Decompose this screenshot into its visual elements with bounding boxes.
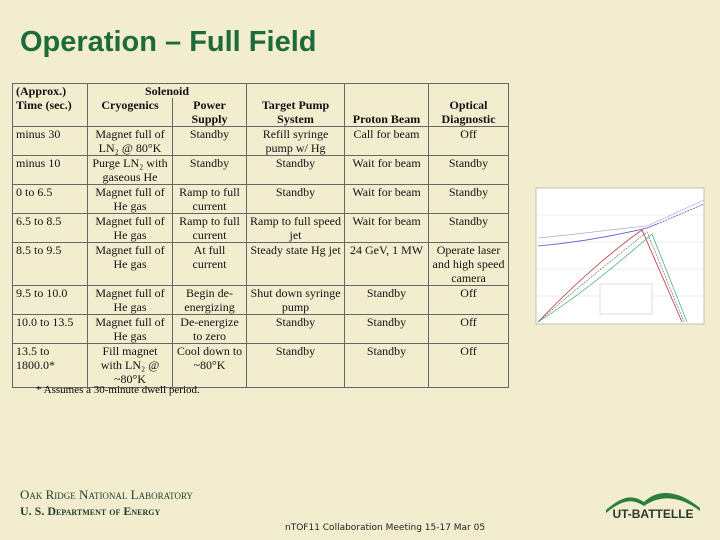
table-cell: Begin de-energizing [171, 285, 248, 315]
table-cell: 8.5 to 9.5 [12, 242, 88, 286]
column-header: Cryogenics [87, 98, 173, 127]
table-row: minus 10 Purge LN₂ with gaseous He Standby… [12, 155, 510, 185]
footnote: * Assumes a 30-minute dwell period. [36, 384, 200, 396]
table-cell: Standby [246, 155, 346, 185]
table-cell: Wait for beam [344, 184, 430, 214]
table-cell: Standby [171, 126, 248, 156]
table-cell: Refill syringe pump w/ Hg [246, 126, 346, 156]
table-cell: Standby [428, 213, 510, 243]
table-cell: Wait for beam [344, 155, 430, 185]
lab-name: Oak Ridge National Laboratory [20, 487, 193, 502]
chart-thumbnail [535, 187, 705, 325]
table-cell: Ramp to full current [171, 213, 248, 243]
table-cell: minus 10 [12, 155, 88, 185]
table-cell: 0 to 6.5 [12, 184, 88, 214]
table-cell: 9.5 to 10.0 [12, 285, 88, 315]
table-cell: Magnet full of LN₂ @ 80°K [87, 126, 173, 156]
table-cell: Standby [246, 343, 346, 388]
table-row: 13.5 to 1800.0* Fill magnet with LN₂ @ ~8… [12, 343, 510, 388]
table-cell: Off [428, 285, 510, 315]
table-cell: Magnet full of He gas [87, 285, 173, 315]
table-cell: Standby [344, 285, 430, 315]
schedule-table: (Approx.) Time (sec.) Solenoid Target Pu… [12, 83, 510, 388]
column-header: Target Pump System [246, 83, 346, 127]
header-row: (Approx.) Time (sec.) Solenoid Target Pu… [12, 83, 510, 127]
table-cell: Standby [171, 155, 248, 185]
table-cell: Standby [344, 343, 430, 388]
logo: UT-BATTELLE [606, 492, 700, 521]
table-cell: Call for beam [344, 126, 430, 156]
column-header: Power Supply [171, 98, 248, 127]
table-cell: 24 GeV, 1 MW [344, 242, 430, 286]
table-cell: Standby [246, 314, 346, 344]
table-row: 8.5 to 9.5 Magnet full of He gas At full c… [12, 242, 510, 286]
table-cell: Purge LN₂ with gaseous He [87, 155, 173, 185]
table-row: minus 30 Magnet full of LN₂ @ 80°K Standby… [12, 126, 510, 156]
slide-title: Operation – Full Field [20, 26, 317, 58]
table-cell: At full current [171, 242, 248, 286]
table-cell: Off [428, 126, 510, 156]
table-cell: Shut down syringe pump [246, 285, 346, 315]
table-cell: Steady state Hg jet [246, 242, 346, 286]
table-cell: Magnet full of He gas [87, 314, 173, 344]
table-cell: Standby [428, 155, 510, 185]
column-header: Optical Diagnostic [428, 83, 510, 127]
department-name: U. S. Department of Energy [20, 504, 161, 518]
table-cell: Fill magnet with LN₂ @ ~80°K [87, 343, 173, 388]
table-cell: Cool down to ~80°K [171, 343, 248, 388]
table-row: 6.5 to 8.5 Magnet full of He gas Ramp to f… [12, 213, 510, 243]
table-cell: Ramp to full speed jet [246, 213, 346, 243]
logo-text: UT-BATTELLE [612, 507, 693, 521]
table-row: 10.0 to 13.5 Magnet full of He gas De-ener… [12, 314, 510, 344]
table-cell: Wait for beam [344, 213, 430, 243]
column-header: (Approx.) Time (sec.) [12, 83, 88, 127]
table-cell: 13.5 to 1800.0* [12, 343, 88, 388]
column-header: Proton Beam [344, 83, 430, 127]
table-cell: De-energize to zero [171, 314, 248, 344]
table-cell: Magnet full of He gas [87, 242, 173, 286]
table-cell: Off [428, 314, 510, 344]
table-cell: Magnet full of He gas [87, 184, 173, 214]
table-cell: Magnet full of He gas [87, 213, 173, 243]
meeting-info: nTOF11 Collaboration Meeting 15-17 Mar 0… [285, 523, 486, 533]
table-cell: Standby [428, 184, 510, 214]
table-cell: 10.0 to 13.5 [12, 314, 88, 344]
group-header: Solenoid [86, 83, 248, 98]
header-row: Cryogenics Power Supply [13, 98, 509, 127]
table-body: minus 30 Magnet full of LN₂ @ 80°K Standby… [12, 126, 510, 388]
table-cell: Standby [246, 184, 346, 214]
table-cell: Ramp to full current [171, 184, 248, 214]
table-cell: Operate laser and high speed camera [428, 242, 510, 286]
table-cell: Off [428, 343, 510, 388]
table-row: 0 to 6.5 Magnet full of He gas Ramp to ful… [12, 184, 510, 214]
table-cell: 6.5 to 8.5 [12, 213, 88, 243]
table-cell: Standby [344, 314, 430, 344]
table-row: 9.5 to 10.0 Magnet full of He gas Begin de… [12, 285, 510, 315]
table-cell: minus 30 [12, 126, 88, 156]
